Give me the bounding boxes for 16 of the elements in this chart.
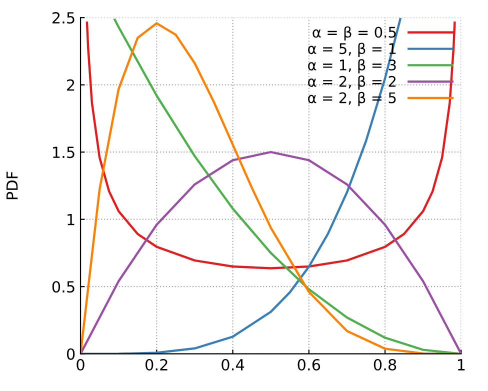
x-tick-label: 0.8 bbox=[374, 358, 396, 371]
y-tick-label: 0 bbox=[66, 348, 75, 360]
x-tick-label: 0.4 bbox=[222, 358, 244, 371]
y-tick-label: 1 bbox=[68, 214, 74, 226]
y-axis-title: PDF bbox=[6, 172, 18, 200]
x-tick-label: 0.6 bbox=[298, 358, 320, 371]
legend-label: α = β = 0.5 bbox=[312, 26, 396, 41]
x-tick-label: 0 bbox=[76, 358, 84, 371]
legend-label: α = 2, β = 2 bbox=[308, 76, 396, 90]
y-tick-label: 1.5 bbox=[53, 146, 74, 158]
x-tick-label: 1 bbox=[458, 359, 465, 370]
y-tick-label: 0.5 bbox=[52, 281, 74, 293]
line-series bbox=[86, 22, 456, 270]
y-tick-label: 2 bbox=[67, 79, 74, 91]
x-tick-label: 0.2 bbox=[146, 358, 168, 371]
y-tick-label: 2.5 bbox=[52, 12, 74, 24]
